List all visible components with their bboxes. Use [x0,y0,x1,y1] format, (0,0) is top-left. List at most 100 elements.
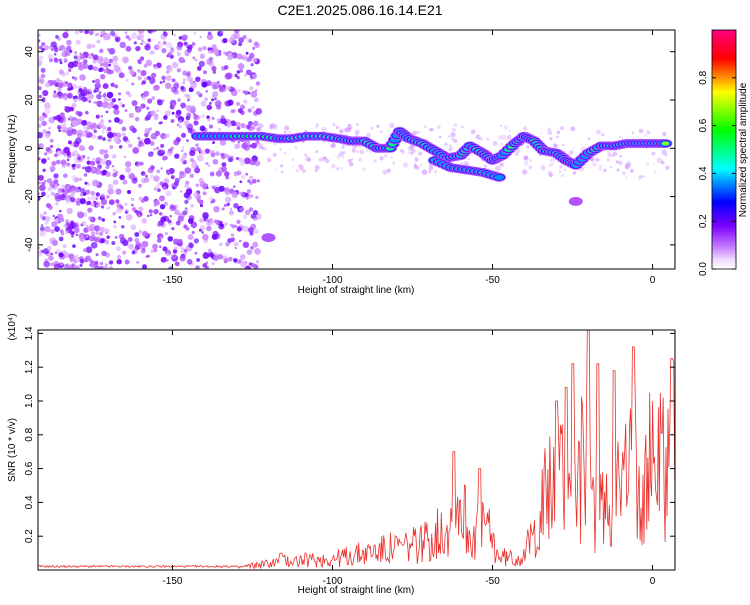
noise-speck [99,238,105,244]
noise-speck [190,203,194,208]
noise-speck [234,73,238,78]
noise-speck [255,108,263,115]
noise-speck [104,228,110,234]
noise-speck [239,180,243,184]
noise-speck [160,121,163,125]
top-plot-frame [37,29,676,270]
bottom-x-tick-label: -150 [162,576,182,587]
noise-speck [225,175,230,180]
noise-speck [214,100,222,108]
noise-speck [72,150,79,156]
noise-speck [72,129,76,133]
noise-speck [236,101,241,106]
noise-speck [63,153,67,157]
noise-speck [86,93,93,100]
haze-speck [526,145,530,149]
noise-speck [187,70,191,75]
noise-speck [198,228,202,232]
noise-speck [66,45,72,51]
noise-speck [189,157,194,162]
top-x-axis: -150 -100 -50 0 [162,30,656,286]
noise-speck [206,104,213,111]
noise-speck [38,55,44,61]
noise-speck [141,39,144,42]
haze-speck [451,127,456,132]
haze-speck [638,177,641,180]
noise-speck [159,203,166,210]
noise-speck [244,192,249,197]
noise-speck [86,43,92,50]
noise-speck [211,262,215,265]
noise-speck [153,175,160,182]
noise-speck [208,124,214,129]
haze-speck [550,157,556,162]
noise-speck [163,155,168,161]
noise-speck [114,235,118,239]
haze-speck [399,148,404,153]
noise-speck [241,158,244,162]
haze-speck [392,161,395,165]
noise-speck [158,212,163,216]
noise-speck [90,53,94,57]
noise-speck [241,54,248,61]
haze-speck [294,145,298,149]
noise-speck [141,230,148,237]
noise-speck [226,85,232,91]
haze-speck [314,169,318,173]
haze-speck [416,130,420,134]
noise-speck [96,100,103,108]
haze-speck [433,169,438,174]
haze-speck [383,154,388,158]
haze-speck [622,171,626,176]
bottom-y-axis-label: SNR (10 * v/v) [7,418,18,482]
noise-speck [175,220,181,226]
noise-speck [207,164,211,168]
noise-speck [71,174,77,181]
haze-speck [558,170,562,173]
noise-speck [163,115,168,120]
noise-speck [181,146,185,150]
noise-speck [99,34,103,38]
haze-speck [428,169,432,173]
noise-speck [99,148,105,155]
noise-speck [186,47,192,53]
noise-speck [191,162,198,169]
noise-speck [238,239,242,243]
noise-speck [55,159,61,165]
noise-speck [234,246,237,250]
noise-speck [170,253,177,260]
noise-speck [170,146,174,150]
noise-speck [113,220,117,224]
noise-speck [73,227,80,234]
noise-speck [86,226,92,232]
noise-speck [160,167,163,170]
noise-speck [87,196,91,200]
noise-speck [202,191,207,196]
noise-speck [82,126,86,129]
noise-speck [50,41,57,48]
haze-speck [280,170,284,174]
noise-speck [41,120,47,127]
noise-speck [196,90,201,96]
noise-speck [211,65,217,72]
noise-speck [215,151,220,156]
noise-speck [63,173,68,179]
haze-speck [529,158,533,163]
noise-speck [137,75,142,81]
noise-speck [75,110,80,115]
noise-speck [88,100,92,103]
noise-speck [134,105,138,109]
noise-speck [154,84,161,91]
noise-speck [86,160,91,165]
noise-speck [62,250,67,254]
noise-speck [63,146,70,154]
haze-speck [365,132,372,138]
top-plot-background [38,30,675,269]
haze-speck [322,140,325,143]
noise-speck [209,171,215,177]
noise-speck [65,230,69,235]
noise-speck [202,233,209,241]
haze-speck [454,123,458,127]
noise-speck [178,56,185,64]
noise-speck [137,30,145,34]
